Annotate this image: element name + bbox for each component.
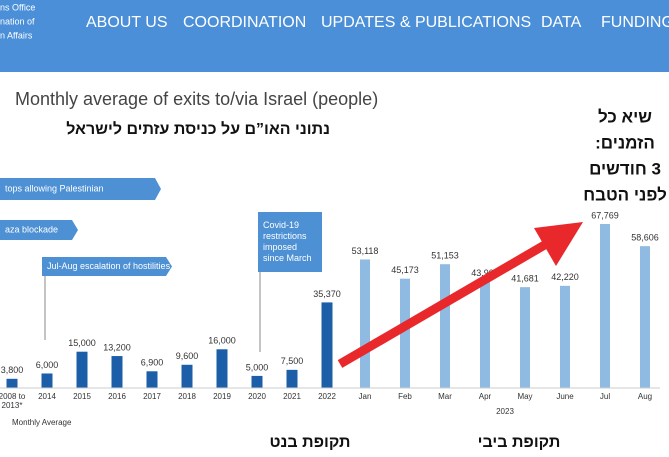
x-tick-label: 2017 (143, 392, 161, 401)
x-tick-label: Mar (438, 392, 452, 401)
x-tick-label: 2021 (283, 392, 301, 401)
callout-box (258, 212, 322, 272)
record-note: הזמנים: (595, 133, 655, 152)
record-note: שיא כל (598, 107, 652, 126)
value-label: 51,153 (431, 251, 459, 261)
callout-text: tops allowing Palestinian (5, 183, 104, 193)
nav-item[interactable]: UPDATES & PUBLICATIONS (321, 14, 531, 31)
chart-title: Monthly average of exits to/via Israel (… (15, 89, 378, 109)
group-label: 2023 (496, 407, 514, 416)
callout-box (0, 178, 161, 200)
arrow-head (534, 222, 583, 266)
value-label: 58,606 (631, 233, 659, 243)
value-label: 41,681 (511, 274, 539, 284)
bar (181, 364, 193, 388)
nav-item[interactable]: ABOUT US (86, 14, 168, 31)
value-label: 43,900 (471, 268, 499, 278)
record-note: 3 חודשים (589, 159, 661, 178)
bar (360, 259, 370, 388)
arrow-shaft (337, 239, 551, 368)
x-tick-label: June (556, 392, 574, 401)
bar (600, 223, 610, 388)
value-label: 6,900 (141, 358, 164, 368)
record-note: לפני הטבח (583, 185, 667, 204)
x-tick-label: Aug (637, 392, 653, 401)
callout-text: Jul-Aug escalation of hostilities (47, 261, 171, 271)
bar (440, 264, 450, 388)
bar (560, 285, 570, 388)
x-axis-label: Monthly Average (12, 418, 72, 427)
x-tick-label: 2008 to 2013* (0, 392, 26, 410)
x-tick-label: 2020 (248, 392, 266, 401)
value-label: 42,220 (551, 272, 579, 282)
nav-item[interactable]: COORDINATION (183, 14, 306, 31)
bar (76, 351, 88, 388)
value-label: 53,118 (352, 246, 379, 256)
bar (640, 246, 650, 388)
value-label: 5,000 (246, 362, 269, 372)
bar (146, 371, 158, 388)
bar (216, 349, 228, 388)
value-label: 67,769 (591, 210, 619, 220)
bar (6, 378, 18, 388)
callout-text: restrictions (263, 231, 307, 241)
x-tick-label: Apr (478, 392, 492, 401)
logo-text: ns Office (0, 2, 35, 12)
subtitle-he: נתוני האו”ם על כניסת עזתים לישראל (66, 120, 330, 138)
value-label: 7,500 (281, 356, 304, 366)
x-tick-label: 2014 (38, 392, 56, 401)
bar (41, 373, 53, 388)
callout-text: Covid-19 (263, 220, 299, 230)
value-label: 6,000 (36, 360, 59, 370)
x-tick-label: May (517, 392, 533, 401)
nav-item[interactable]: FUNDING (601, 14, 669, 31)
logo-text: nation of (0, 16, 35, 26)
nav-item[interactable]: DATA (541, 14, 582, 31)
bar (111, 356, 123, 388)
x-tick-label: 2022 (318, 392, 336, 401)
x-tick-label: Jan (358, 392, 372, 401)
bar (286, 369, 298, 388)
value-label: 16,000 (208, 336, 236, 346)
bar (251, 375, 263, 388)
x-tick-label: 2015 (73, 392, 91, 401)
callout-text: imposed (263, 242, 297, 252)
bar (400, 278, 410, 388)
callout-box (42, 257, 172, 276)
nav-bar (0, 0, 669, 72)
x-tick-label: 2016 (108, 392, 126, 401)
x-tick-label: 2019 (213, 392, 231, 401)
callout-box (0, 220, 78, 240)
bar (520, 287, 530, 388)
logo-text: n Affairs (0, 30, 33, 40)
callout-text: aza blockade (5, 224, 58, 234)
value-label: 3,800 (1, 365, 24, 375)
period-label: תקופת בנט (270, 434, 351, 451)
x-tick-label: 2018 (178, 392, 196, 401)
period-label: תקופת ביבי (478, 434, 561, 451)
value-label: 13,200 (103, 342, 131, 352)
value-label: 35,370 (313, 289, 341, 299)
value-label: 45,173 (391, 265, 419, 275)
x-tick-label: Jul (599, 392, 611, 401)
bar (480, 281, 490, 388)
callout-text: since March (263, 253, 312, 263)
value-label: 15,000 (68, 338, 96, 348)
x-tick-label: Feb (398, 392, 412, 401)
bar (321, 302, 333, 388)
value-label: 9,600 (176, 351, 199, 361)
